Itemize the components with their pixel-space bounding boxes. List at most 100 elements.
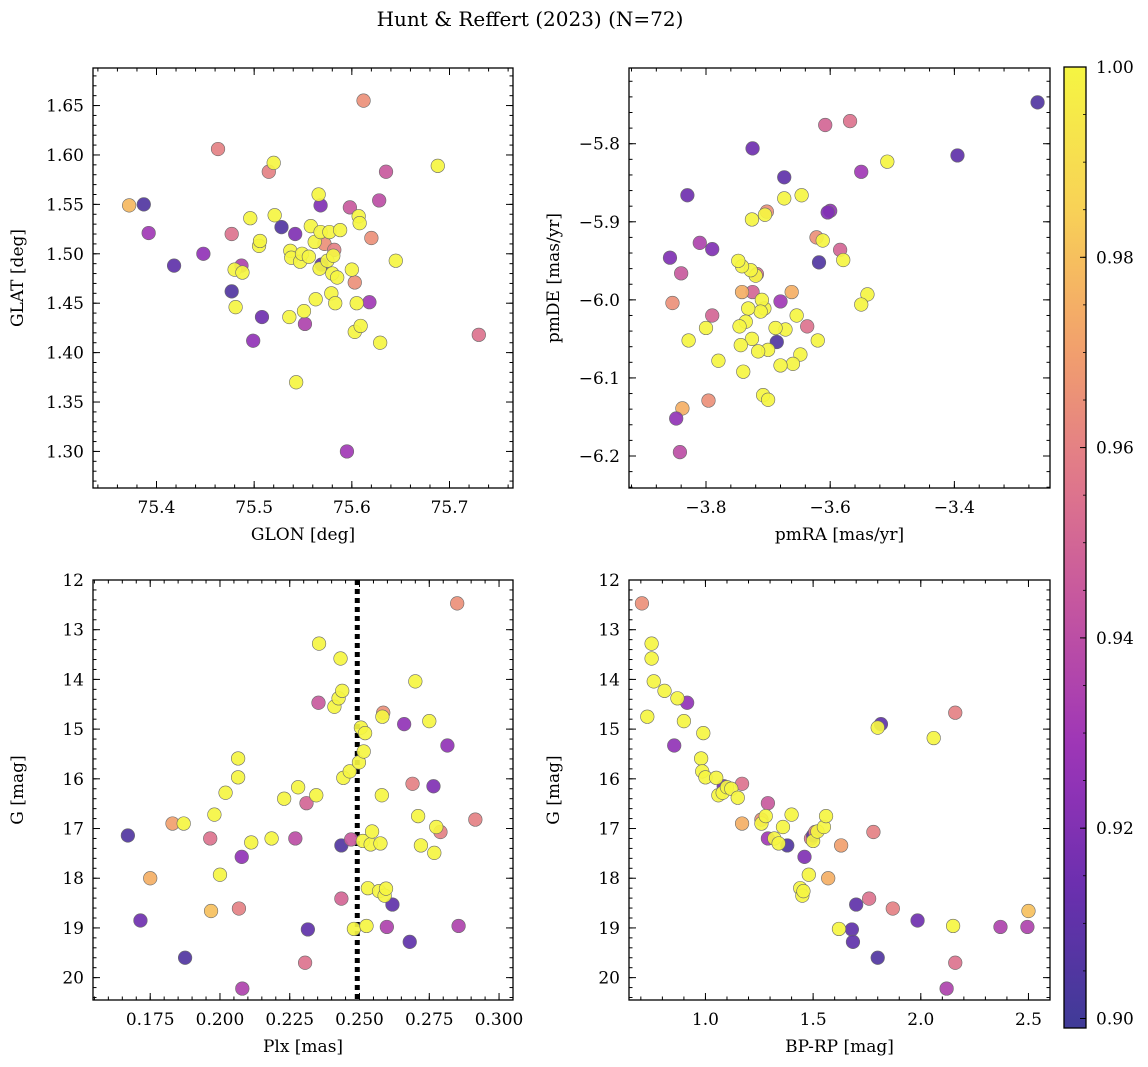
y-tick-label: 1.40 — [46, 344, 84, 364]
data-point — [378, 881, 394, 896]
x-tick-label: 2.5 — [1015, 1010, 1042, 1030]
data-point — [834, 838, 849, 853]
data-point — [745, 141, 760, 156]
data-point — [880, 154, 895, 169]
y-tick-label: 1.60 — [46, 146, 84, 166]
y-axis-label: GLAT [deg] — [8, 229, 28, 327]
y-tick-label: 19 — [62, 919, 84, 939]
y-tick-label: 14 — [62, 670, 84, 690]
data-point — [836, 252, 851, 268]
data-point — [224, 284, 239, 299]
x-tick-label: 0.300 — [475, 1010, 524, 1030]
data-point — [793, 347, 808, 362]
x-tick-label: 0.275 — [405, 1010, 454, 1030]
colorbar-tick-label: 0.92 — [1096, 819, 1134, 839]
data-point — [296, 304, 312, 319]
data-point — [203, 831, 218, 846]
data-point — [356, 744, 371, 759]
data-point — [299, 796, 314, 811]
data-point — [945, 918, 961, 934]
data-point — [364, 824, 380, 839]
data-point — [784, 284, 799, 300]
data-point — [311, 695, 326, 710]
plot-frame — [628, 579, 1051, 1001]
data-point — [334, 891, 349, 906]
x-tick-label: 0.225 — [265, 1010, 314, 1030]
data-point — [374, 788, 389, 803]
data-point — [176, 816, 191, 831]
data-point — [451, 918, 466, 934]
y-tick-label: 18 — [598, 869, 620, 889]
data-point — [810, 333, 825, 348]
x-tick-label: 75.6 — [333, 498, 371, 518]
y-tick-label: 20 — [62, 969, 84, 989]
data-point — [288, 226, 303, 242]
data-point — [730, 790, 745, 805]
data-point — [203, 903, 219, 919]
data-point — [379, 919, 394, 935]
data-point — [821, 871, 836, 886]
data-point — [430, 158, 445, 173]
x-tick-label: −3.8 — [685, 498, 726, 518]
data-point — [352, 216, 367, 231]
y-tick-label: 12 — [598, 571, 620, 591]
data-point — [760, 796, 776, 811]
data-point — [300, 922, 315, 937]
data-point — [468, 812, 483, 827]
data-point — [212, 867, 228, 882]
y-tick-label: 12 — [62, 571, 84, 591]
data-point — [993, 919, 1008, 935]
data-point — [342, 764, 357, 779]
y-tick-label: 1.30 — [46, 442, 84, 462]
data-point — [133, 913, 148, 928]
data-point — [844, 922, 859, 937]
data-point — [378, 164, 394, 179]
data-point — [773, 294, 788, 309]
data-point — [950, 148, 965, 163]
plot-frame — [92, 67, 514, 489]
data-point — [885, 901, 900, 916]
data-point — [657, 683, 672, 698]
data-point — [218, 785, 233, 800]
data-point — [910, 913, 925, 928]
data-point — [120, 828, 135, 843]
colorbar-tick-label: 0.98 — [1096, 248, 1134, 268]
data-point — [698, 320, 714, 336]
data-point — [353, 318, 368, 334]
data-point — [388, 253, 403, 268]
data-point — [347, 275, 362, 290]
data-point — [308, 292, 323, 307]
data-point — [141, 225, 156, 241]
data-point — [736, 364, 751, 379]
data-point — [397, 717, 412, 732]
data-point — [669, 411, 684, 426]
colorbar-tick-label: 1.00 — [1096, 58, 1134, 78]
data-point — [634, 596, 650, 611]
data-point — [274, 220, 289, 235]
data-point — [342, 200, 357, 215]
y-tick-label: 13 — [598, 621, 620, 641]
data-point — [1020, 919, 1035, 935]
data-point — [339, 444, 355, 459]
colorbar-tick-label: 0.90 — [1096, 1009, 1134, 1029]
data-point — [854, 297, 869, 312]
data-point — [794, 188, 809, 203]
data-point — [309, 788, 324, 803]
data-point — [696, 725, 711, 741]
x-axis-label: BP-RP [mag] — [785, 1037, 894, 1057]
data-point — [349, 296, 364, 311]
data-point — [333, 651, 348, 666]
y-tick-label: 16 — [598, 770, 620, 790]
data-point — [375, 709, 390, 724]
data-point — [426, 779, 441, 794]
data-point — [854, 164, 869, 179]
data-point — [471, 327, 486, 342]
y-axis-label: G [mag] — [544, 755, 564, 824]
data-point — [773, 358, 788, 373]
data-point — [408, 674, 423, 689]
data-point — [1021, 903, 1036, 919]
y-tick-label: 18 — [62, 869, 84, 889]
x-tick-label: 0.250 — [335, 1010, 384, 1030]
data-point — [364, 230, 379, 246]
data-point — [732, 319, 747, 334]
